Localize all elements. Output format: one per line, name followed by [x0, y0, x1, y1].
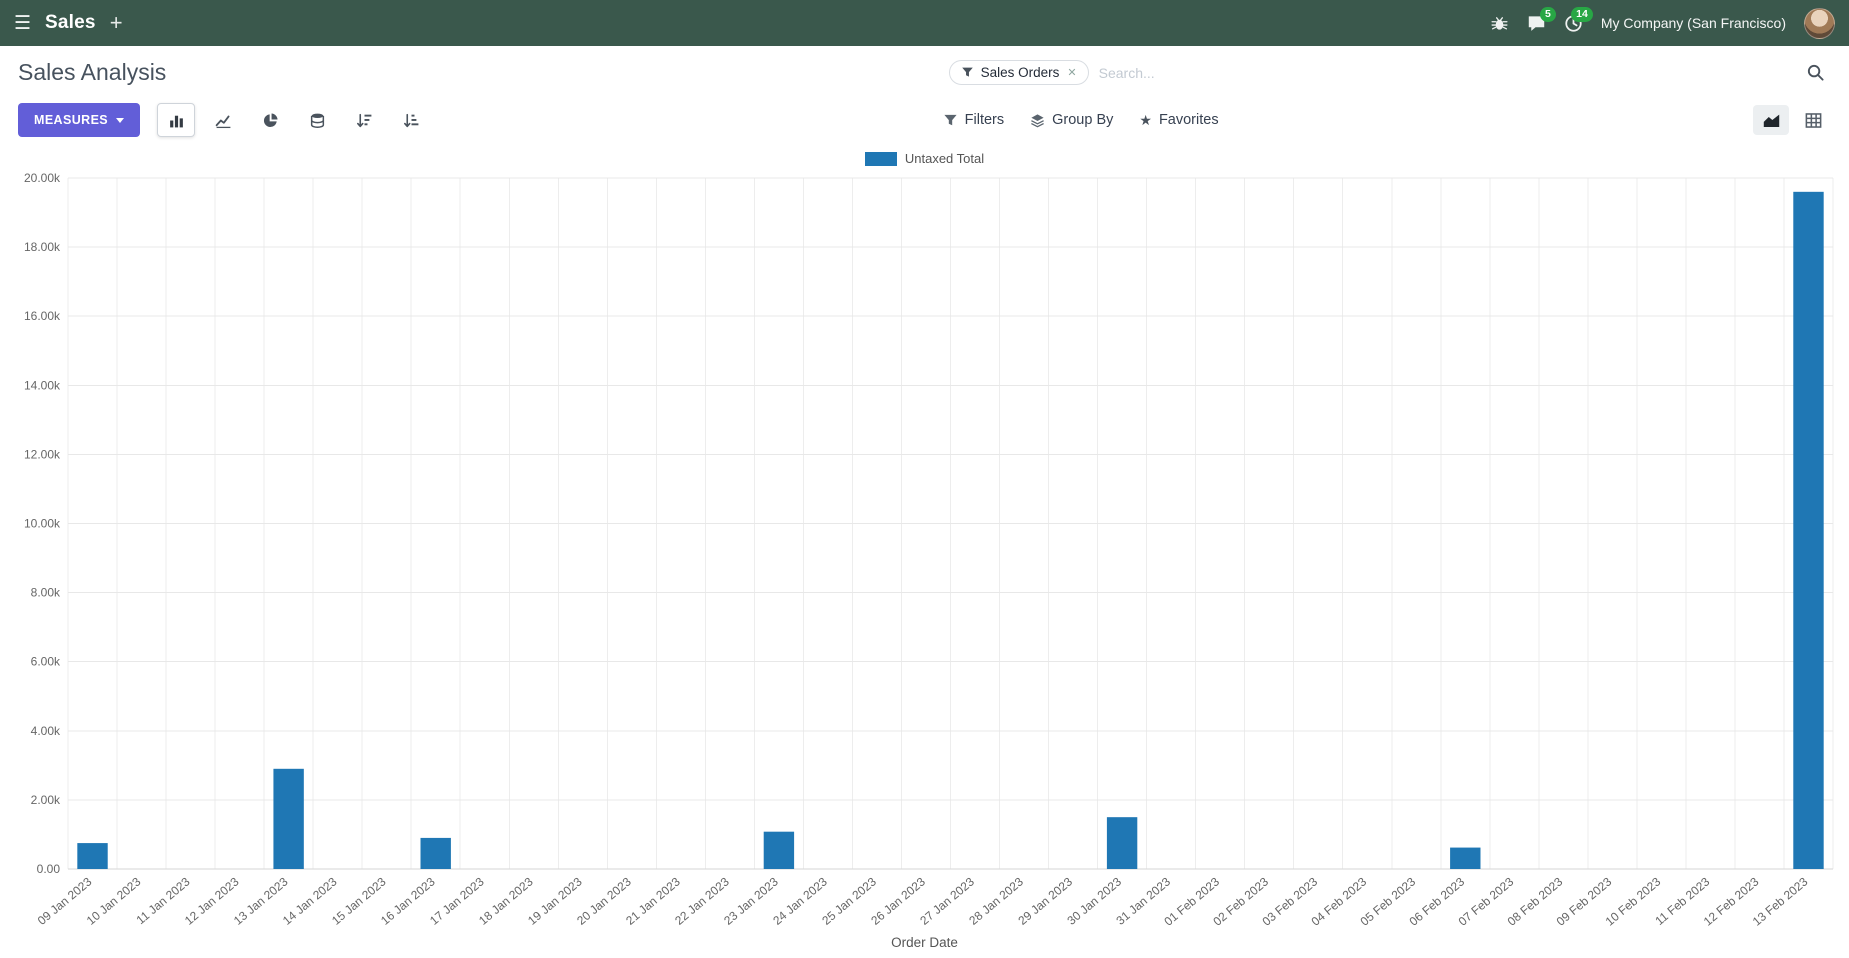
svg-text:6.00k: 6.00k [31, 655, 61, 669]
control-panel: Sales Analysis Sales Orders ✕ [0, 46, 1849, 143]
funnel-icon [944, 114, 957, 125]
hamburger-menu-icon: ☰ [14, 12, 32, 34]
sort-ascending-icon [403, 113, 418, 127]
svg-text:10.00k: 10.00k [24, 517, 61, 531]
svg-text:0.00: 0.00 [37, 862, 61, 876]
sort-descending-icon [356, 113, 371, 127]
toolbar-row: MEASURES [18, 103, 1831, 137]
sort-ascending-button[interactable] [392, 103, 430, 137]
facet-label: Sales Orders [980, 65, 1060, 80]
legend-swatch [864, 151, 897, 166]
chart-toolbar: MEASURES [18, 103, 943, 137]
svg-text:4.00k: 4.00k [31, 724, 61, 738]
filters-label: Filters [964, 112, 1005, 128]
debug-button[interactable] [1490, 14, 1509, 33]
chart-area: Untaxed Total 0.00 2.00k 4.00k 6.00k 8.00k 10… [0, 143, 1849, 958]
favorites-label: Favorites [1158, 112, 1219, 128]
page-title: Sales Analysis [18, 59, 167, 85]
measures-label: MEASURES [34, 113, 109, 127]
new-record-button[interactable]: + [110, 12, 123, 34]
activities-badge: 14 [1571, 6, 1593, 22]
bug-icon [1491, 16, 1508, 30]
graph-view-button[interactable] [1753, 105, 1789, 135]
avatar[interactable] [1804, 7, 1835, 39]
breadcrumb-row: Sales Analysis Sales Orders ✕ [18, 56, 1831, 89]
group-by-button[interactable]: Group By [1030, 112, 1113, 128]
company-switcher[interactable]: My Company (San Francisco) [1600, 15, 1786, 31]
svg-text:16.00k: 16.00k [24, 309, 61, 323]
bar-chart-button[interactable] [157, 103, 196, 137]
line-chart-button[interactable] [204, 103, 242, 137]
chat-icon [1528, 15, 1545, 31]
x-axis-title: Order Date [891, 935, 958, 950]
pivot-table-icon [1805, 112, 1821, 128]
star-icon: ★ [1139, 111, 1152, 128]
chart-type-group [157, 103, 289, 137]
pie-chart-button[interactable] [251, 103, 289, 137]
search-input[interactable] [1098, 64, 1796, 81]
top-navbar: ☰ Sales + 5 [0, 0, 1849, 46]
legend-label: Untaxed Total [904, 151, 985, 166]
pie-chart-icon [263, 112, 278, 127]
stacked-toggle-button[interactable] [298, 103, 336, 137]
measures-button[interactable]: MEASURES [18, 103, 141, 137]
view-switcher [1753, 105, 1831, 135]
caret-down-icon [116, 117, 125, 123]
messages-badge: 5 [1539, 6, 1556, 22]
layers-icon [1031, 113, 1045, 127]
bar-chart-icon [169, 115, 183, 127]
messages-button[interactable]: 5 [1527, 6, 1556, 33]
stacked-database-icon [310, 113, 324, 128]
filters-button[interactable]: Filters [943, 112, 1004, 128]
app-name[interactable]: Sales [45, 12, 96, 33]
navbar-left: ☰ Sales + [14, 12, 123, 34]
svg-text:2.00k: 2.00k [31, 793, 61, 807]
plus-icon: + [109, 10, 123, 35]
filter-buttons: Filters Group By ★ Favorites [943, 112, 1219, 129]
sort-descending-button[interactable] [345, 103, 383, 137]
svg-text:12.00k: 12.00k [24, 447, 61, 461]
search-toolbar: Filters Group By ★ Favorites [943, 105, 1831, 135]
svg-text:18.00k: 18.00k [24, 240, 61, 254]
pivot-view-button[interactable] [1795, 105, 1831, 135]
search-bar[interactable]: Sales Orders ✕ [943, 56, 1831, 89]
svg-text:10 Jan 2023: 10 Jan 2023 [84, 874, 144, 927]
area-chart-icon [1763, 114, 1779, 127]
facet-remove-icon[interactable]: ✕ [1067, 67, 1077, 79]
svg-text:14.00k: 14.00k [24, 378, 61, 392]
search-submit-button[interactable] [1806, 63, 1825, 82]
favorites-button[interactable]: ★ Favorites [1139, 112, 1218, 129]
group-by-label: Group By [1052, 112, 1114, 128]
search-icon [1807, 64, 1824, 81]
navbar-right: 5 14 My Company (San Francisco) [1490, 6, 1835, 39]
filter-facet-icon [961, 67, 973, 77]
activities-button[interactable]: 14 [1564, 6, 1593, 33]
chart-legend[interactable]: Untaxed Total [6, 143, 1843, 168]
apps-menu-button[interactable]: ☰ [14, 14, 31, 33]
svg-text:20.00k: 20.00k [24, 171, 61, 185]
line-chart-icon [215, 115, 230, 128]
bar-chart[interactable]: 0.00 2.00k 4.00k 6.00k 8.00k 10.00k 12.00k 14.0… [6, 168, 1843, 935]
svg-text:8.00k: 8.00k [31, 586, 61, 600]
search-facet[interactable]: Sales Orders ✕ [948, 60, 1089, 85]
